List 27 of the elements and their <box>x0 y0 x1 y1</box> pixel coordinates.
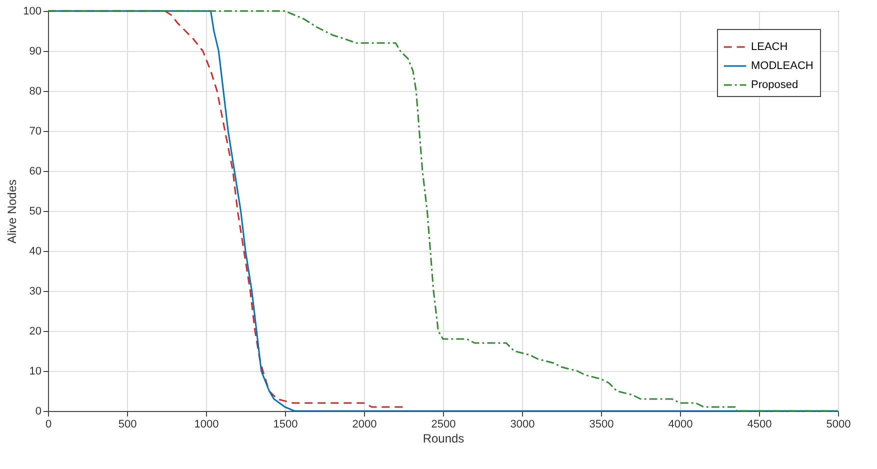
x-tick-label: 1000 <box>194 418 219 430</box>
y-tick-label: 50 <box>29 206 42 218</box>
y-tick-label: 30 <box>29 286 42 298</box>
x-axis-title: Rounds <box>422 432 464 446</box>
y-tick-label: 20 <box>29 326 42 338</box>
y-tick-label: 10 <box>29 366 42 378</box>
legend-label: MODLEACH <box>751 60 814 72</box>
y-tick-label: 70 <box>29 126 42 138</box>
y-tick-label: 0 <box>35 406 42 418</box>
x-tick-label: 5000 <box>826 418 851 430</box>
y-tick-label: 60 <box>29 166 42 178</box>
x-tick-label: 2500 <box>431 418 456 430</box>
x-tick-label: 2000 <box>352 418 377 430</box>
y-tick-label: 90 <box>29 46 42 58</box>
x-tick-label: 1500 <box>273 418 298 430</box>
x-tick-label: 500 <box>118 418 137 430</box>
y-axis-title: Alive Nodes <box>5 179 20 244</box>
x-tick-label: 0 <box>45 418 52 430</box>
legend-label: Proposed <box>751 79 798 91</box>
x-tick-label: 4000 <box>668 418 693 430</box>
x-tick-label: 3500 <box>589 418 614 430</box>
x-tick-label: 3000 <box>510 418 535 430</box>
y-tick-label: 80 <box>29 86 42 98</box>
legend-label: LEACH <box>751 41 788 53</box>
x-tick-label: 4500 <box>747 418 772 430</box>
y-tick-label: 100 <box>23 6 42 18</box>
y-tick-label: 40 <box>29 246 42 258</box>
